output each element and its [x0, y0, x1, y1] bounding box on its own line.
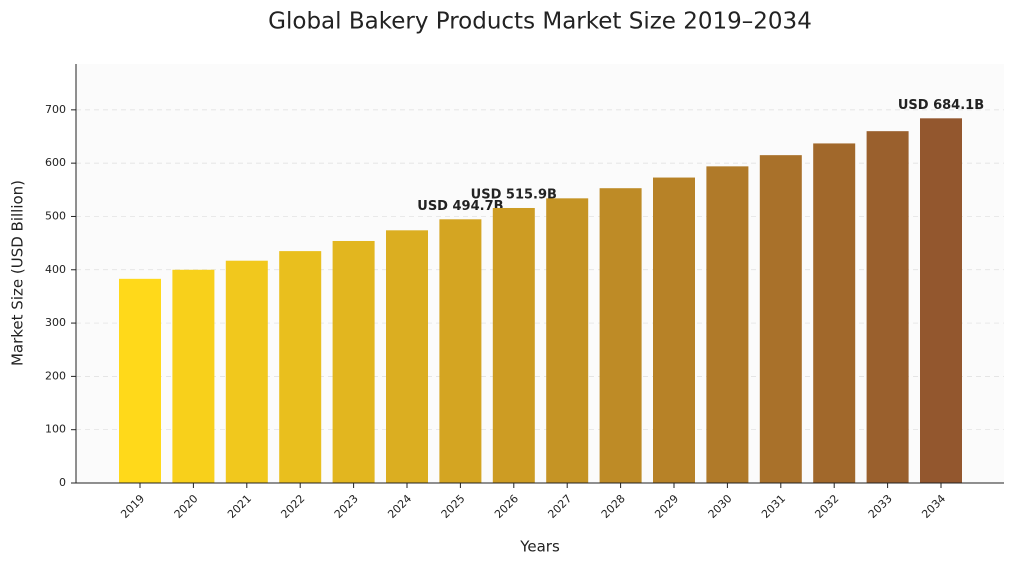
- value-label: USD 515.9B: [471, 187, 557, 202]
- y-tick-label: 400: [45, 263, 66, 276]
- x-tick-label: 2021: [225, 492, 254, 521]
- x-tick-label: 2020: [172, 492, 201, 521]
- bar: [439, 219, 482, 483]
- bar: [492, 207, 535, 483]
- y-tick-label: 0: [59, 476, 66, 489]
- x-tick-label: 2027: [545, 492, 574, 521]
- bar: [653, 177, 695, 483]
- bar: [759, 155, 802, 483]
- chart-title: Global Bakery Products Market Size 2019–…: [268, 9, 812, 35]
- value-label: USD 684.1B: [898, 98, 984, 113]
- x-tick-label: 2029: [652, 492, 681, 521]
- bar: [172, 269, 215, 483]
- x-tick-label: 2022: [278, 492, 307, 521]
- bar: [225, 260, 268, 483]
- bar: [386, 230, 428, 483]
- x-tick-label: 2031: [759, 492, 788, 521]
- y-tick-label: 500: [45, 209, 66, 222]
- x-tick-label: 2033: [866, 492, 895, 521]
- x-tick-label: 2032: [812, 492, 841, 521]
- bar: [920, 118, 962, 483]
- value-label: USD 494.7B: [417, 199, 503, 214]
- x-tick-label: 2019: [118, 492, 147, 521]
- x-tick-label: 2030: [706, 492, 735, 521]
- bar: [119, 278, 161, 483]
- bar: [279, 251, 322, 483]
- plot-area: [76, 64, 1004, 483]
- bar: [599, 188, 642, 483]
- x-tick-label: 2034: [919, 492, 948, 521]
- y-tick-label: 300: [45, 316, 66, 329]
- y-tick-label: 600: [45, 156, 66, 169]
- y-axis-label: Market Size (USD Billion): [9, 180, 27, 366]
- bar: [706, 166, 749, 484]
- x-tick-label: 2025: [439, 492, 468, 521]
- y-tick-label: 100: [45, 423, 66, 436]
- bar: [813, 143, 856, 483]
- y-tick-label: 700: [45, 103, 66, 116]
- x-tick-label: 2028: [599, 492, 628, 521]
- y-tick-label: 200: [45, 369, 66, 382]
- x-tick-label: 2024: [385, 492, 414, 521]
- x-tick-label: 2023: [332, 492, 361, 521]
- x-axis-label: Years: [519, 538, 560, 556]
- x-tick-label: 2026: [492, 492, 521, 521]
- bar: [332, 240, 375, 483]
- bar: [866, 131, 909, 483]
- bar: [546, 198, 589, 483]
